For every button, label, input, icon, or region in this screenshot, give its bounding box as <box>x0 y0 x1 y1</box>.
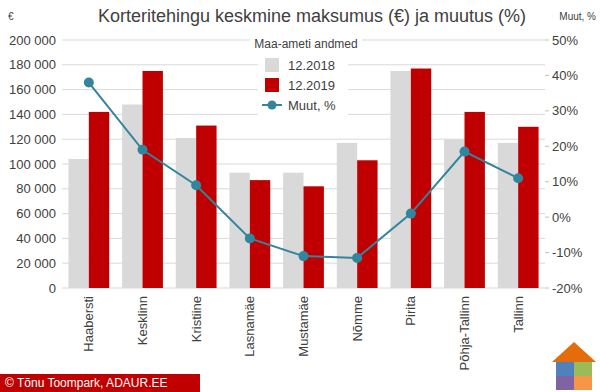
logo-roof <box>552 342 596 362</box>
legend-swatch <box>265 58 279 72</box>
legend-bg <box>258 56 348 118</box>
y-tick-label: 140 000 <box>9 107 56 122</box>
x-tick-label: Lasnamäe <box>242 296 257 357</box>
marker <box>245 233 255 243</box>
y2-tick-label: 10% <box>552 174 578 189</box>
y2-tick-label: 50% <box>552 33 578 48</box>
y2-tick-label: -20% <box>552 281 583 296</box>
y-tick-label: 80 000 <box>16 181 56 196</box>
logo-piece <box>574 362 592 376</box>
bar <box>411 69 431 288</box>
source: © Tõnu Toompark, ADAUR.EE <box>5 376 167 390</box>
y2-tick <box>545 181 549 182</box>
marker <box>84 78 94 88</box>
bar <box>250 180 270 288</box>
bar <box>337 143 357 288</box>
x-tick-label: Tallinn <box>511 296 526 333</box>
y2-tick <box>545 288 549 289</box>
legend-label: 12.2018 <box>288 58 335 73</box>
marker <box>460 147 470 157</box>
x-tick-label: Haabersti <box>81 296 96 352</box>
bar <box>143 71 163 288</box>
legend-label: 12.2019 <box>288 78 335 93</box>
y-tick-label: 40 000 <box>16 231 56 246</box>
bar <box>498 143 518 288</box>
y-tick-label: 180 000 <box>9 57 56 72</box>
bar <box>390 71 410 288</box>
y-tick-label: 20 000 <box>16 256 56 271</box>
y2-axis-label: Muut, % <box>559 11 596 22</box>
y2-tick <box>545 110 549 111</box>
legend-swatch <box>265 78 279 92</box>
marker <box>138 145 148 155</box>
bar <box>196 126 216 288</box>
chart: 0 20 000 40 000 60 000 80 000 100 000 120 000 1… <box>0 0 600 392</box>
line <box>89 83 518 258</box>
y-tick-label: 0 <box>49 281 56 296</box>
y2-tick <box>545 40 549 41</box>
y-tick-label: 60 000 <box>16 206 56 221</box>
bar <box>444 139 464 288</box>
bar <box>357 160 377 288</box>
subtitle-bg <box>250 36 362 52</box>
bar <box>465 112 485 288</box>
legend-label: Muut, % <box>288 98 336 113</box>
bar <box>304 186 324 288</box>
bar <box>122 104 142 288</box>
logo-piece <box>574 376 592 390</box>
marker <box>191 180 201 190</box>
y2-tick-label: 30% <box>552 103 578 118</box>
x-tick-label: Nõmme <box>350 296 365 342</box>
bar <box>229 173 249 288</box>
subtitle: Maa-ameti andmed <box>254 37 357 51</box>
bar <box>283 173 303 288</box>
logo <box>552 342 596 390</box>
source-bg <box>0 374 200 392</box>
y2-tick <box>545 252 549 253</box>
bar <box>68 159 88 288</box>
logo-piece <box>556 376 574 390</box>
y-tick-label: 100 000 <box>9 157 56 172</box>
legend: 12.2018 12.2019 Muut, % <box>258 56 348 118</box>
y2-tick-label: 40% <box>552 68 578 83</box>
marker <box>513 173 523 183</box>
y2-tick-label: -10% <box>552 245 583 260</box>
bar <box>518 127 538 288</box>
y2-tick-label: 0% <box>552 210 571 225</box>
y2-tick-label: 20% <box>552 139 578 154</box>
y-tick-label: 200 000 <box>9 33 56 48</box>
y2-tick <box>545 217 549 218</box>
x-tick-label: Pirita <box>403 295 418 325</box>
y2-tick <box>545 146 549 147</box>
x-tick-label: Mustamäe <box>296 296 311 357</box>
legend-marker <box>268 101 277 110</box>
bar <box>89 112 109 288</box>
grid <box>62 40 545 288</box>
title: Korteritehingu keskmine maksumus (€) ja … <box>98 6 526 26</box>
marker <box>352 253 362 263</box>
y-tick-label: 120 000 <box>9 132 56 147</box>
y-axis-label: € <box>8 11 14 22</box>
marker <box>406 209 416 219</box>
x-tick-label: Kesklinn <box>135 296 150 345</box>
y2-tick <box>545 75 549 76</box>
bar <box>176 138 196 288</box>
marks <box>68 69 538 288</box>
logo-piece <box>556 362 574 376</box>
y-tick-label: 160 000 <box>9 82 56 97</box>
x-tick-label: Põhja-Tallinn <box>457 296 472 370</box>
x-tick-label: Kristiine <box>189 296 204 342</box>
marker <box>299 251 309 261</box>
